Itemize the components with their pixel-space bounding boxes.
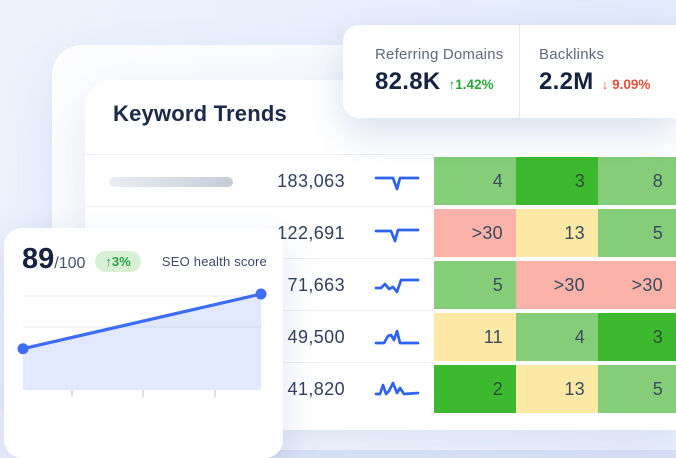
search-volume: 183,063 xyxy=(277,171,345,191)
seo-trend-chart xyxy=(17,288,267,397)
seo-score-value: 89/100 xyxy=(22,243,86,275)
arrow-up-icon: ↑ xyxy=(448,77,456,92)
position-cell: 11 xyxy=(434,313,516,361)
position-cells: >30 13 5 xyxy=(434,209,676,257)
search-volume: 49,500 xyxy=(287,327,345,347)
arrow-up-icon: ↑ xyxy=(105,254,112,269)
seo-score-max: /100 xyxy=(54,255,86,272)
search-volume: 122,691 xyxy=(277,223,345,243)
position-cell: 5 xyxy=(598,209,676,257)
search-volume: 71,663 xyxy=(287,275,345,295)
position-cell: >30 xyxy=(598,261,676,309)
position-cell: 5 xyxy=(598,365,676,413)
delta-percent: 1.42% xyxy=(455,77,494,92)
position-cell: 4 xyxy=(516,313,598,361)
chart-area-fill xyxy=(23,294,261,390)
seo-delta-badge: ↑3% xyxy=(95,251,141,272)
row-divider xyxy=(85,154,434,155)
stat-value: 82.8K xyxy=(375,68,441,95)
table-row: 122,691 >30 13 5 xyxy=(85,206,676,257)
seo-card-header: 89/100 ↑3% SEO health score xyxy=(22,244,267,279)
chart-line xyxy=(21,292,263,351)
arrow-down-icon: ↓ xyxy=(601,77,609,92)
seo-health-label: SEO health score xyxy=(161,254,267,269)
position-cell: 5 xyxy=(434,261,516,309)
search-volume: 41,820 xyxy=(287,379,345,399)
position-cell: >30 xyxy=(516,261,598,309)
stat-label: Referring Domains xyxy=(375,46,504,63)
trend-sparkline-icon xyxy=(374,278,420,294)
keyword-trends-title: Keyword Trends xyxy=(113,101,287,126)
keyword-trends-table: 183,063 4 3 8 122,691 >30 13 5 71,663 5 xyxy=(85,154,676,417)
stat-delta: ↓ 9.09% xyxy=(602,77,651,92)
position-cell: >30 xyxy=(434,209,516,257)
position-cell: 13 xyxy=(516,209,598,257)
seo-delta-percent: 3% xyxy=(111,254,131,269)
position-cell: 3 xyxy=(516,157,598,205)
position-cells: 2 13 5 xyxy=(434,365,676,413)
stat-value: 2.2M xyxy=(539,68,594,95)
stat-delta: ↑1.42% xyxy=(449,77,494,92)
trend-sparkline-icon xyxy=(374,228,420,243)
position-cells: 5 >30 >30 xyxy=(434,261,676,309)
stat-label: Backlinks xyxy=(539,46,605,63)
delta-percent: 9.09% xyxy=(612,77,651,92)
position-cell: 8 xyxy=(598,157,676,205)
keyword-placeholder-pill xyxy=(109,177,233,187)
seo-health-card: 89/100 ↑3% SEO health score xyxy=(4,228,283,458)
stat-referring-domains: Referring Domains 82.8K ↑1.42% xyxy=(343,25,519,118)
chart-point xyxy=(17,343,29,355)
chart-point xyxy=(255,288,267,300)
trend-sparkline-icon xyxy=(374,381,420,396)
stats-card: Referring Domains 82.8K ↑1.42% Backlinks… xyxy=(343,25,676,118)
table-row: 49,500 11 4 3 xyxy=(85,310,676,361)
table-row: 183,063 4 3 8 xyxy=(85,154,676,205)
trend-sparkline-icon xyxy=(374,329,420,345)
position-cell: 4 xyxy=(434,157,516,205)
position-cell: 13 xyxy=(516,365,598,413)
position-cell: 2 xyxy=(434,365,516,413)
trend-sparkline-icon xyxy=(374,176,420,191)
position-cells: 4 3 8 xyxy=(434,157,676,205)
stat-backlinks: Backlinks 2.2M ↓ 9.09% xyxy=(519,25,676,118)
position-cells: 11 4 3 xyxy=(434,313,676,361)
table-row: 71,663 5 >30 >30 xyxy=(85,258,676,309)
position-cell: 3 xyxy=(598,313,676,361)
row-divider xyxy=(85,206,434,207)
